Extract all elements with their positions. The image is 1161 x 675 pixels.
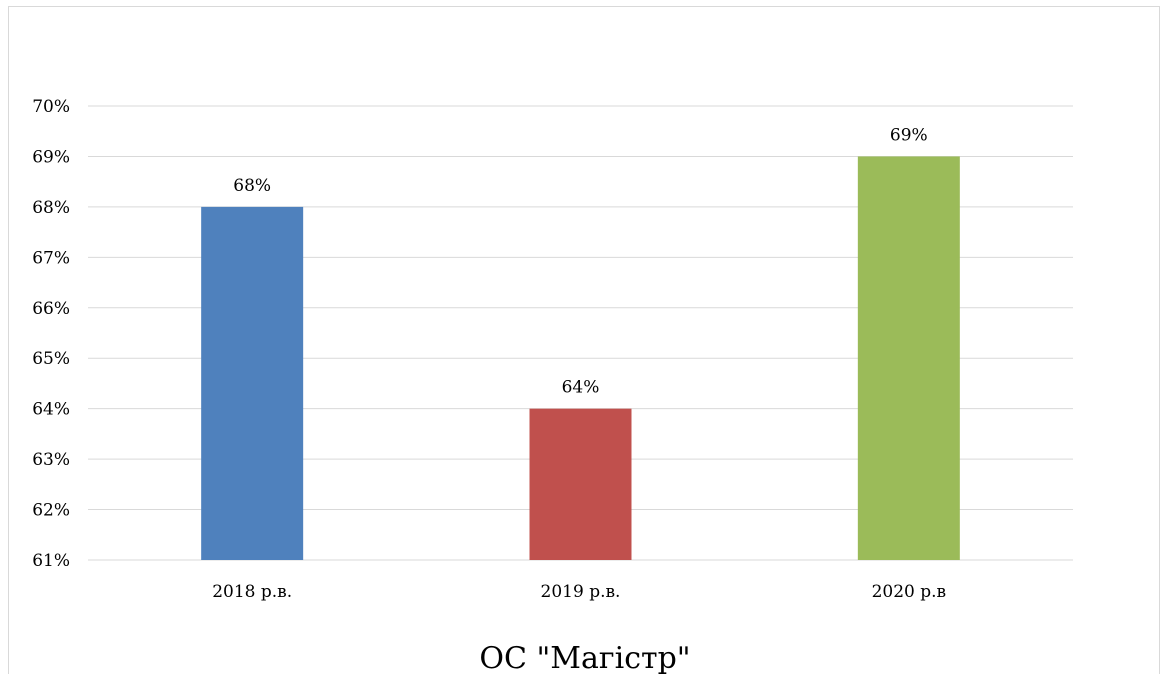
bar [201, 206, 304, 560]
y-tick-label: 67% [32, 248, 70, 268]
chart-frame [8, 6, 1160, 674]
y-tick-label: 68% [32, 198, 70, 218]
data-labels: 68% 64% 69% [233, 125, 927, 397]
x-category-label: 2019 р.в. [541, 582, 621, 602]
y-tick-label: 63% [32, 450, 70, 470]
bar [857, 156, 960, 560]
data-label: 68% [233, 176, 271, 196]
y-tick-label: 62% [32, 501, 70, 521]
x-axis-title: ОС "Магістр" [479, 641, 690, 675]
y-axis-ticks: 61% 62% 63% 64% 65% 66% 67% 68% 69% 70% [32, 97, 70, 571]
x-category-label: 2018 р.в. [212, 582, 292, 602]
y-tick-label: 61% [32, 551, 70, 571]
y-tick-label: 65% [32, 349, 70, 369]
y-tick-label: 66% [32, 299, 70, 319]
y-tick-label: 70% [32, 97, 70, 117]
data-label: 64% [562, 378, 600, 398]
x-category-label: 2020 р.в [872, 582, 947, 602]
data-label: 69% [890, 125, 928, 145]
y-tick-label: 64% [32, 400, 70, 420]
bar [529, 408, 632, 560]
x-axis-categories: 2018 р.в. 2019 р.в. 2020 р.в [212, 582, 946, 602]
bars [201, 156, 960, 560]
y-tick-label: 69% [32, 147, 70, 167]
